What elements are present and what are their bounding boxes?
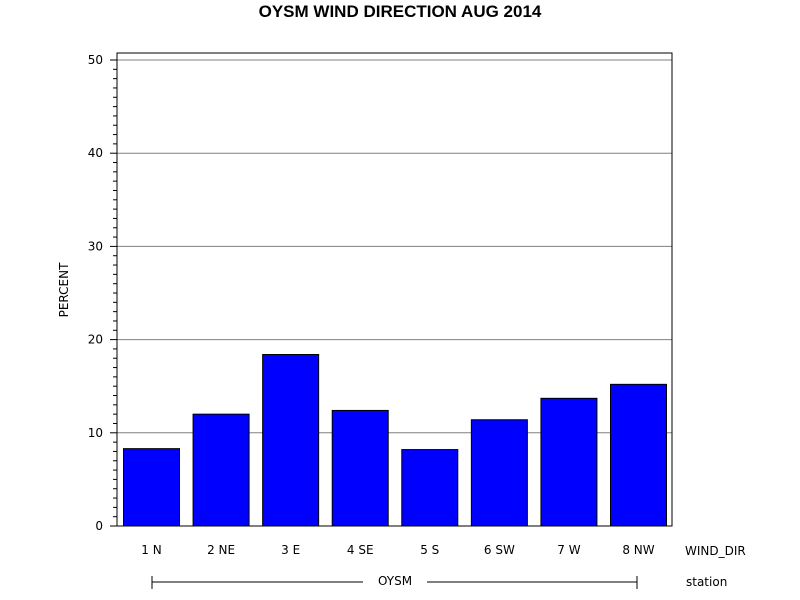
y-tick-label: 10 — [88, 426, 103, 440]
bar — [540, 397, 598, 527]
x-tick-label: 8 NW — [622, 543, 654, 557]
group-label: OYSM — [378, 574, 412, 588]
x-tick-label: 7 W — [557, 543, 580, 557]
plot-frame — [116, 52, 673, 527]
bar — [262, 354, 320, 527]
x-tick-label: 6 SW — [484, 543, 515, 557]
x-axis-label: WIND_DIR — [685, 544, 746, 558]
y-tick-label: 50 — [88, 53, 103, 67]
y-axis-ticks: 0 10 20 30 40 50 — [88, 53, 117, 533]
group-bracket: OYSM — [151, 574, 638, 589]
x-tick-label: 2 NE — [207, 543, 235, 557]
y-tick-label: 40 — [88, 146, 103, 160]
bar — [610, 383, 667, 527]
x-tick-label: 3 E — [281, 543, 300, 557]
y-tick-label: 20 — [88, 333, 103, 347]
chart-title: OYSM WIND DIRECTION AUG 2014 — [259, 2, 542, 21]
y-tick-label: 30 — [88, 239, 103, 253]
bar — [192, 413, 250, 527]
bar — [470, 419, 528, 527]
grid-lines — [117, 59, 672, 434]
bar — [331, 409, 389, 527]
bar — [401, 449, 459, 527]
x-tick-label: 4 SE — [347, 543, 374, 557]
y-tick-label: 0 — [95, 519, 103, 533]
bar — [123, 448, 180, 527]
x-tick-label: 1 N — [141, 543, 161, 557]
bars — [123, 354, 667, 527]
x-tick-label: 5 S — [420, 543, 439, 557]
x-axis-tick-labels: 1 N 2 NE 3 E 4 SE 5 S 6 SW 7 W 8 NW — [141, 543, 654, 557]
group-axis-label: station — [686, 575, 727, 589]
y-axis-label: PERCENT — [57, 262, 71, 317]
